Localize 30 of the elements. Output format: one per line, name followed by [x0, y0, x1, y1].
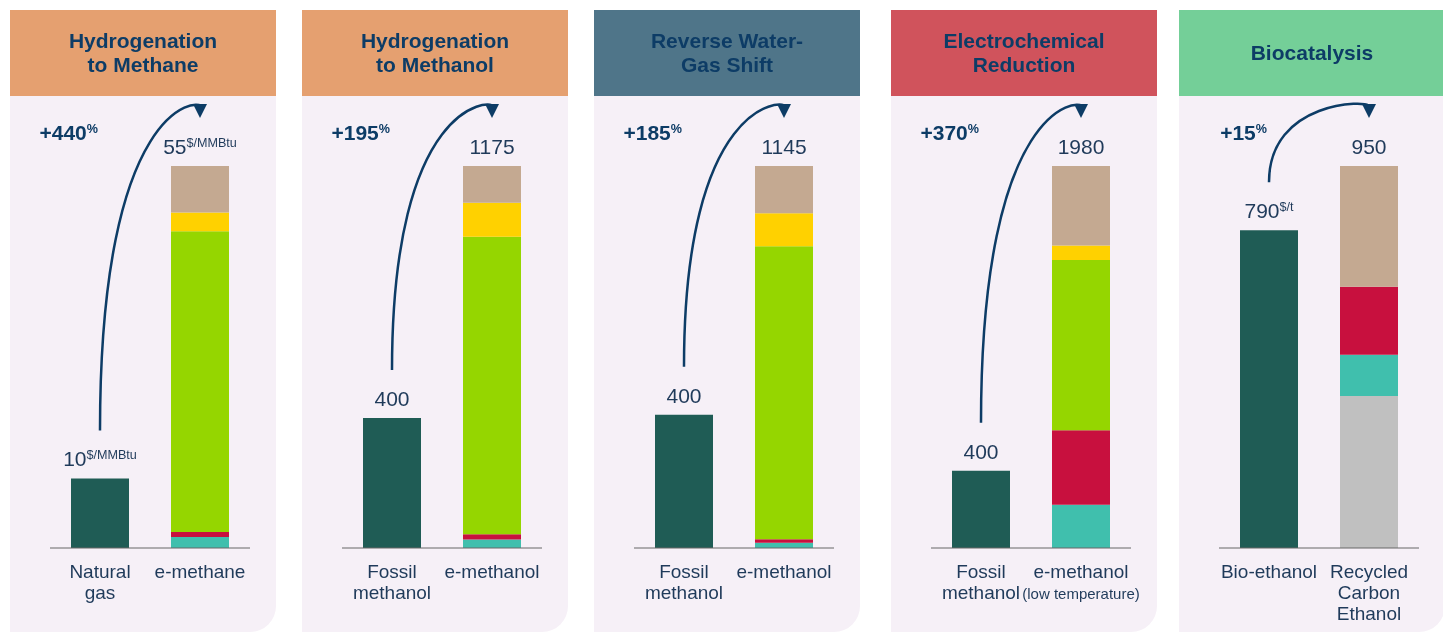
- x-tick-label: Natural gas: [69, 561, 131, 603]
- x-tick-label: Fossil methanol: [644, 561, 724, 603]
- annotation: 400: [666, 383, 702, 407]
- x-tick-label: e-methanol: [736, 561, 832, 582]
- x-tick-label: e-methanol (low temperature): [1022, 561, 1140, 602]
- annotation: 55$^{$/MMBtu}$: [163, 135, 237, 158]
- x-tick-label: Fossil methanol: [941, 561, 1021, 603]
- x-tick-label: Bio-ethanol: [1220, 561, 1318, 582]
- annotation: 10$^{$/MMBtu}$: [63, 447, 137, 471]
- chart-title: Hydrogenation to Methane: [10, 10, 276, 96]
- chart-title: Biocatalysis: [1179, 10, 1443, 96]
- annotation: 790$^{$/t}$: [1244, 199, 1295, 223]
- text: +195$^{%}$: [331, 121, 390, 144]
- x-tick-label: Recycled Carbon Ethanol: [1329, 561, 1409, 624]
- text: +15$^{%}$: [1220, 121, 1267, 144]
- x-tick-label: e-methane: [154, 561, 246, 582]
- annotation: 1980: [1057, 135, 1105, 158]
- annotation: 950: [1351, 135, 1387, 158]
- annotation: 1175: [469, 135, 515, 158]
- annotation: 1145: [761, 135, 807, 158]
- annotation: 400: [374, 387, 410, 411]
- x-tick-label: e-methanol: [444, 561, 540, 582]
- text: +440$^{%}$: [39, 121, 98, 144]
- chart-title: Electrochemical Reduction: [891, 10, 1157, 96]
- chart-title: Reverse Water-Gas Shift: [594, 10, 860, 96]
- chart-title: Hydrogenation to Methanol: [302, 10, 568, 96]
- text: +370$^{%}$: [920, 121, 979, 144]
- annotation: 400: [963, 439, 999, 463]
- text: +185$^{%}$: [623, 121, 682, 144]
- x-tick-label: Fossil methanol: [352, 561, 432, 603]
